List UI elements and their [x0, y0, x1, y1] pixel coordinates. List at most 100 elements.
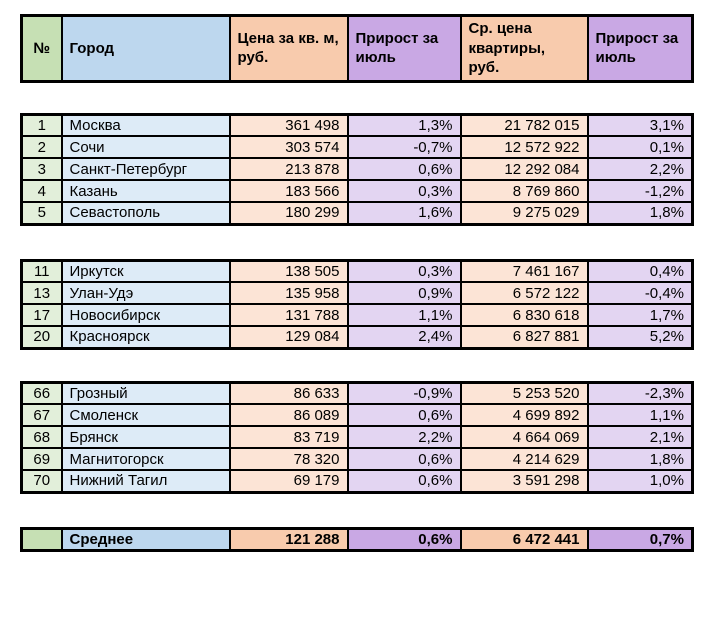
cell-price_per_sqm: 183 566 [228, 179, 349, 203]
table-row: 3 Санкт-Петербург 213 878 0,6% 12 292 084 2,2… [20, 157, 694, 181]
cell-rank: 2 [20, 135, 63, 159]
cell-growth_july_1: 0,6% [346, 469, 462, 493]
cell-price_per_sqm: 180 299 [228, 201, 349, 225]
table-row: 17 Новосибирск 131 788 1,1% 6 830 618 1,7% [20, 303, 694, 327]
table-row: 66 Грозный 86 633 -0,9% 5 253 520 -2,3% [20, 381, 694, 405]
cell-city: Красноярск [60, 325, 231, 349]
cell-rank: 13 [20, 281, 63, 305]
header-cell-growth_july_1: Прирост за июль [346, 14, 462, 82]
cell-growth_july_2: 1,8% [586, 201, 694, 225]
cell-growth_july_1: 0,6% [346, 447, 462, 471]
table-row: 70 Нижний Тагил 69 179 0,6% 3 591 298 1,0% [20, 469, 694, 493]
cell-city: Сочи [60, 135, 231, 159]
cell-avg_apartment_price: 9 275 029 [459, 201, 589, 225]
cell-price_per_sqm: 69 179 [228, 469, 349, 493]
table-row: 69 Магнитогорск 78 320 0,6% 4 214 629 1,8% [20, 447, 694, 471]
cell-growth_july_1: 0,6% [346, 403, 462, 427]
cell-growth_july_2: 3,1% [586, 113, 694, 137]
cell-growth_july_1: 1,3% [346, 113, 462, 137]
group-table-bottom-cities: 66 Грозный 86 633 -0,9% 5 253 520 -2,3% 67 Смол… [20, 380, 694, 494]
table-row: 2 Сочи 303 574 -0,7% 12 572 922 0,1% [20, 135, 694, 159]
cell-city: Новосибирск [60, 303, 231, 327]
cell-avg_apartment_price: 8 769 860 [459, 179, 589, 203]
group-table-mid-cities: 11 Иркутск 138 505 0,3% 7 461 167 0,4% 13 Улан-… [20, 258, 694, 350]
summary-cell-avg_apartment_price: 6 472 441 [459, 527, 589, 551]
header-cell-rank: № [20, 14, 63, 82]
cell-avg_apartment_price: 5 253 520 [459, 381, 589, 405]
cell-avg_apartment_price: 3 591 298 [459, 469, 589, 493]
cell-city: Магнитогорск [60, 447, 231, 471]
cell-growth_july_2: -0,4% [586, 281, 694, 305]
cell-growth_july_2: 1,0% [586, 469, 694, 493]
summary-cell-growth_july_1: 0,6% [346, 527, 462, 551]
cell-growth_july_1: 0,3% [346, 179, 462, 203]
cell-city: Улан-Удэ [60, 281, 231, 305]
cell-growth_july_1: -0,9% [346, 381, 462, 405]
cell-growth_july_1: 0,9% [346, 281, 462, 305]
cell-rank: 11 [20, 259, 63, 283]
cell-rank: 69 [20, 447, 63, 471]
cell-city: Нижний Тагил [60, 469, 231, 493]
cell-city: Смоленск [60, 403, 231, 427]
cell-price_per_sqm: 129 084 [228, 325, 349, 349]
cell-rank: 17 [20, 303, 63, 327]
cell-avg_apartment_price: 6 827 881 [459, 325, 589, 349]
table-row: 13 Улан-Удэ 135 958 0,9% 6 572 122 -0,4% [20, 281, 694, 305]
cell-growth_july_2: 2,2% [586, 157, 694, 181]
group-table-top-cities: 1 Москва 361 498 1,3% 21 782 015 3,1% 2 Сочи 303… [20, 112, 694, 226]
table-row: 68 Брянск 83 719 2,2% 4 664 069 2,1% [20, 425, 694, 449]
city-real-estate-price-table: № Город Цена за кв. м, руб. Прирост за июль… [20, 14, 694, 552]
header-cell-price_per_sqm: Цена за кв. м, руб. [228, 14, 349, 82]
cell-rank: 20 [20, 325, 63, 349]
header-table: № Город Цена за кв. м, руб. Прирост за июль… [20, 14, 694, 83]
cell-growth_july_2: 2,1% [586, 425, 694, 449]
table-row: 5 Севастополь 180 299 1,6% 9 275 029 1,8% [20, 201, 694, 225]
table-row: 11 Иркутск 138 505 0,3% 7 461 167 0,4% [20, 259, 694, 283]
summary-cell-rank [20, 527, 63, 551]
cell-city: Севастополь [60, 201, 231, 225]
cell-rank: 1 [20, 113, 63, 137]
table-row: 1 Москва 361 498 1,3% 21 782 015 3,1% [20, 113, 694, 137]
cell-avg_apartment_price: 4 664 069 [459, 425, 589, 449]
header-cell-city: Город [60, 14, 231, 82]
cell-price_per_sqm: 86 633 [228, 381, 349, 405]
cell-price_per_sqm: 83 719 [228, 425, 349, 449]
summary-cell-growth_july_2: 0,7% [586, 527, 694, 551]
cell-rank: 68 [20, 425, 63, 449]
cell-growth_july_1: 1,1% [346, 303, 462, 327]
table-row: 20 Красноярск 129 084 2,4% 6 827 881 5,2% [20, 325, 694, 349]
cell-price_per_sqm: 131 788 [228, 303, 349, 327]
cell-growth_july_2: 1,1% [586, 403, 694, 427]
cell-price_per_sqm: 86 089 [228, 403, 349, 427]
cell-rank: 67 [20, 403, 63, 427]
summary-row: Среднее 121 288 0,6% 6 472 441 0,7% [20, 527, 694, 551]
cell-growth_july_1: 0,3% [346, 259, 462, 283]
cell-price_per_sqm: 135 958 [228, 281, 349, 305]
cell-price_per_sqm: 213 878 [228, 157, 349, 181]
cell-growth_july_2: 0,1% [586, 135, 694, 159]
cell-avg_apartment_price: 4 214 629 [459, 447, 589, 471]
cell-growth_july_2: 1,8% [586, 447, 694, 471]
table-row: 67 Смоленск 86 089 0,6% 4 699 892 1,1% [20, 403, 694, 427]
cell-rank: 66 [20, 381, 63, 405]
cell-price_per_sqm: 303 574 [228, 135, 349, 159]
cell-growth_july_1: 0,6% [346, 157, 462, 181]
cell-growth_july_1: 2,4% [346, 325, 462, 349]
cell-rank: 4 [20, 179, 63, 203]
header-cell-growth_july_2: Прирост за июль [586, 14, 694, 82]
cell-rank: 70 [20, 469, 63, 493]
cell-city: Казань [60, 179, 231, 203]
cell-rank: 5 [20, 201, 63, 225]
cell-growth_july_1: 1,6% [346, 201, 462, 225]
summary-cell-price_per_sqm: 121 288 [228, 527, 349, 551]
cell-city: Москва [60, 113, 231, 137]
cell-growth_july_1: -0,7% [346, 135, 462, 159]
cell-growth_july_1: 2,2% [346, 425, 462, 449]
cell-price_per_sqm: 78 320 [228, 447, 349, 471]
cell-avg_apartment_price: 12 292 084 [459, 157, 589, 181]
header-row: № Город Цена за кв. м, руб. Прирост за июль… [20, 14, 694, 82]
cell-city: Брянск [60, 425, 231, 449]
cell-city: Иркутск [60, 259, 231, 283]
cell-avg_apartment_price: 21 782 015 [459, 113, 589, 137]
summary-table: Среднее 121 288 0,6% 6 472 441 0,7% [20, 526, 694, 552]
